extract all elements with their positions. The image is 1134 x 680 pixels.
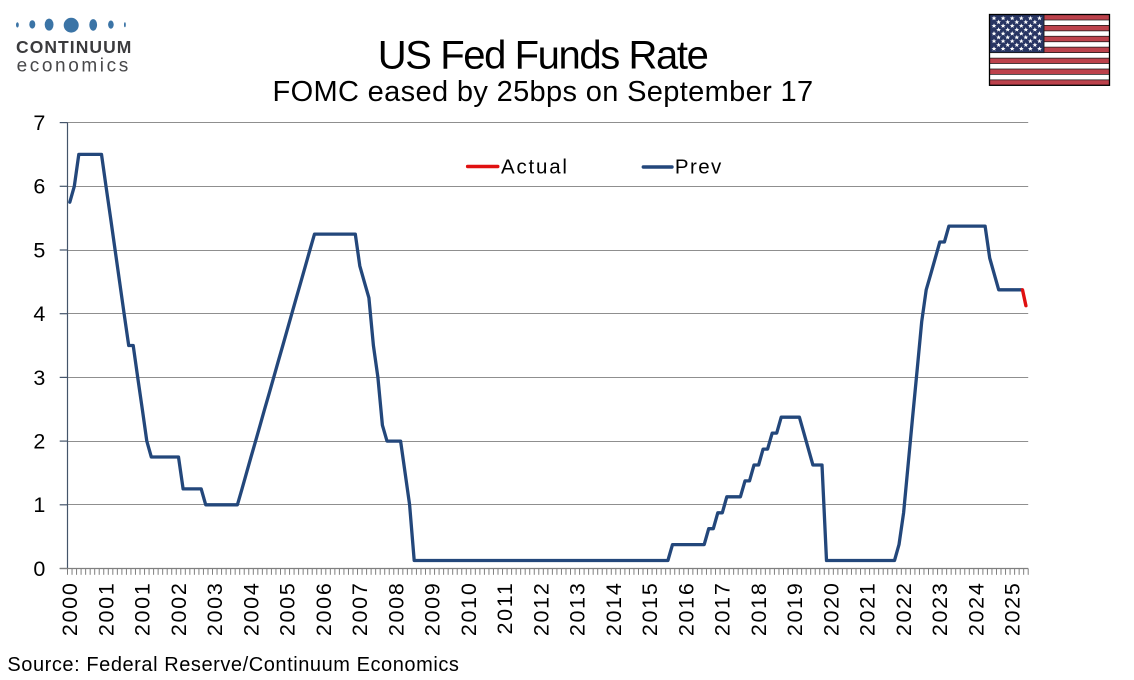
svg-text:4: 4 xyxy=(33,302,47,326)
svg-text:3: 3 xyxy=(33,366,47,390)
svg-text:2007: 2007 xyxy=(348,582,372,637)
svg-text:2009: 2009 xyxy=(421,582,445,637)
svg-text:2022: 2022 xyxy=(892,582,916,637)
svg-text:2001: 2001 xyxy=(131,582,155,637)
svg-text:2021: 2021 xyxy=(856,582,880,637)
svg-text:2015: 2015 xyxy=(638,582,662,637)
svg-text:Actual: Actual xyxy=(501,156,569,179)
svg-text:CONTINUUM: CONTINUUM xyxy=(16,37,132,57)
svg-text:2018: 2018 xyxy=(747,582,771,637)
svg-text:2001: 2001 xyxy=(94,582,118,637)
svg-text:2: 2 xyxy=(33,430,47,454)
svg-text:5: 5 xyxy=(33,238,47,262)
svg-text:2003: 2003 xyxy=(203,582,227,637)
svg-text:2023: 2023 xyxy=(928,582,952,637)
svg-text:2011: 2011 xyxy=(493,582,517,635)
svg-text:2019: 2019 xyxy=(783,582,807,637)
svg-text:2006: 2006 xyxy=(312,582,336,637)
svg-text:2020: 2020 xyxy=(820,582,844,637)
svg-text:2004: 2004 xyxy=(239,582,263,637)
svg-text:Prev: Prev xyxy=(675,156,723,179)
svg-text:2016: 2016 xyxy=(675,582,699,637)
svg-text:Source: Federal Reserve/Contin: Source: Federal Reserve/Continuum Econom… xyxy=(7,654,459,676)
svg-text:7: 7 xyxy=(33,111,47,135)
svg-text:2013: 2013 xyxy=(566,582,590,637)
svg-text:economics: economics xyxy=(17,56,131,77)
svg-text:6: 6 xyxy=(33,175,47,199)
svg-text:2000: 2000 xyxy=(58,582,82,637)
svg-text:2012: 2012 xyxy=(530,582,554,637)
svg-text:2010: 2010 xyxy=(457,582,481,637)
svg-text:1: 1 xyxy=(33,493,47,517)
svg-text:2005: 2005 xyxy=(276,582,300,637)
svg-text:2008: 2008 xyxy=(384,582,408,637)
svg-text:0: 0 xyxy=(33,557,47,581)
svg-text:2014: 2014 xyxy=(602,582,626,637)
svg-text:2017: 2017 xyxy=(711,582,735,637)
svg-text:2024: 2024 xyxy=(965,581,989,636)
svg-text:US Fed Funds Rate: US Fed Funds Rate xyxy=(378,34,708,78)
svg-text:FOMC eased by 25bps on Septemb: FOMC eased by 25bps on September 17 xyxy=(273,76,814,108)
svg-text:2002: 2002 xyxy=(167,582,191,637)
svg-text:2025: 2025 xyxy=(1001,582,1025,637)
